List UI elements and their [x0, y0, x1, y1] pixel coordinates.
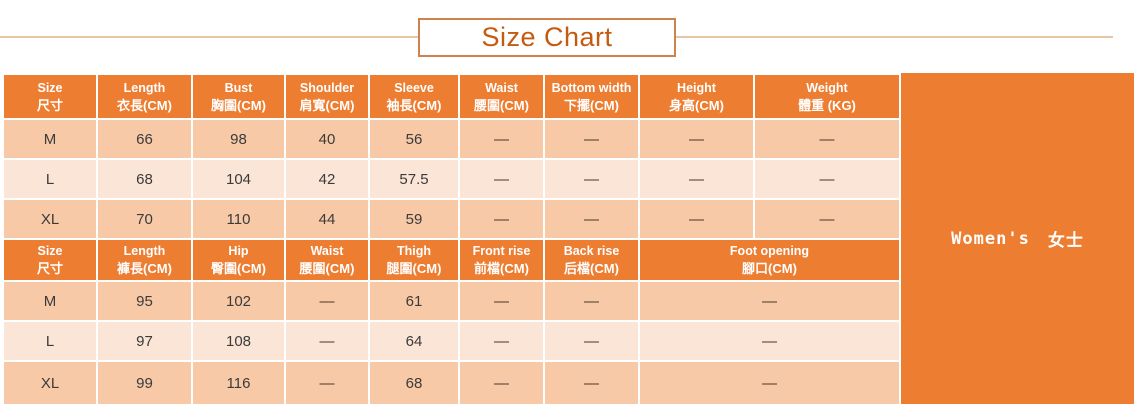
value-cell: — — [284, 280, 370, 322]
bottoms-header-row: Size 尺寸 Length 褲長(CM) Hip 臀圍(CM) Waist 腰圍(CM… — [2, 238, 901, 282]
value-cell: — — [543, 320, 640, 362]
value-cell: — — [638, 118, 755, 160]
bottoms-row-m: M 95 102 — 61 — — — — [2, 280, 901, 322]
bottoms-header-size: Size 尺寸 — [2, 238, 98, 282]
womens-label-en: Women's — [951, 228, 1030, 249]
value-cell: — — [638, 320, 901, 362]
value-cell: 68 — [368, 360, 460, 404]
value-cell: — — [458, 360, 545, 404]
value-cell: — — [284, 360, 370, 404]
value-cell: 56 — [368, 118, 460, 160]
womens-label-zh: 女士 — [1047, 231, 1084, 251]
value-cell: — — [753, 198, 901, 240]
value-cell: — — [543, 118, 640, 160]
bottoms-row-l: L 97 108 — 64 — — — — [2, 320, 901, 362]
value-cell: — — [543, 360, 640, 404]
tops-header-size: Size 尺寸 — [2, 73, 98, 120]
tops-header-shoulder: Shoulder 肩寬(CM) — [284, 73, 370, 120]
bottoms-header-thigh: Thigh 腿圍(CM) — [368, 238, 460, 282]
value-cell: 104 — [191, 158, 286, 200]
womens-label-block: Women's 女士 — [901, 73, 1134, 404]
bottoms-header-front-rise: Front rise 前檔(CM) — [458, 238, 545, 282]
tops-row-l: L 68 104 42 57.5 — — — — — [2, 158, 901, 200]
value-cell: 68 — [96, 158, 193, 200]
value-cell: 116 — [191, 360, 286, 404]
value-cell: — — [753, 158, 901, 200]
value-cell: 66 — [96, 118, 193, 160]
bottoms-header-hip: Hip 臀圍(CM) — [191, 238, 286, 282]
tops-row-m: M 66 98 40 56 — — — — — [2, 118, 901, 160]
value-cell: — — [543, 158, 640, 200]
value-cell: — — [753, 118, 901, 160]
value-cell: 44 — [284, 198, 370, 240]
value-cell: 108 — [191, 320, 286, 362]
value-cell: — — [638, 360, 901, 404]
value-cell: — — [638, 280, 901, 322]
value-cell: — — [284, 320, 370, 362]
value-cell: 61 — [368, 280, 460, 322]
value-cell: 97 — [96, 320, 193, 362]
tops-header-sleeve: Sleeve 袖長(CM) — [368, 73, 460, 120]
size-cell: M — [2, 280, 98, 322]
value-cell: — — [458, 280, 545, 322]
tops-row-xl: XL 70 110 44 59 — — — — — [2, 198, 901, 240]
value-cell: — — [458, 320, 545, 362]
value-cell: — — [458, 118, 545, 160]
size-cell: XL — [2, 360, 98, 404]
size-table: Size 尺寸 Length 衣長(CM) Bust 胸圍(CM) Shoulder 肩… — [2, 73, 901, 404]
bottoms-row-xl: XL 99 116 — 68 — — — — [2, 360, 901, 404]
tops-header-bust: Bust 胸圍(CM) — [191, 73, 286, 120]
tops-header-weight: Weight 體重 (KG) — [753, 73, 901, 120]
tops-header-height: Height 身高(CM) — [638, 73, 755, 120]
value-cell: 40 — [284, 118, 370, 160]
value-cell: — — [638, 198, 755, 240]
bottoms-header-back-rise: Back rise 后檔(CM) — [543, 238, 640, 282]
size-cell: L — [2, 320, 98, 362]
value-cell: 59 — [368, 198, 460, 240]
value-cell: 110 — [191, 198, 286, 240]
value-cell: — — [458, 198, 545, 240]
value-cell: 42 — [284, 158, 370, 200]
tops-header-bottom-width: Bottom width 下擺(CM) — [543, 73, 640, 120]
size-cell: XL — [2, 198, 98, 240]
value-cell: — — [638, 158, 755, 200]
chart-body: Size 尺寸 Length 衣長(CM) Bust 胸圍(CM) Shoulder 肩… — [2, 73, 1134, 404]
chart-title: Size Chart — [481, 22, 613, 52]
value-cell: 102 — [191, 280, 286, 322]
value-cell: — — [543, 280, 640, 322]
tops-header-length: Length 衣長(CM) — [96, 73, 193, 120]
bottoms-header-waist: Waist 腰圍(CM) — [284, 238, 370, 282]
bottoms-header-foot-opening: Foot opening 腳口(CM) — [638, 238, 901, 282]
value-cell: — — [458, 158, 545, 200]
value-cell: 64 — [368, 320, 460, 362]
value-cell: 98 — [191, 118, 286, 160]
tops-header-waist: Waist 腰圍(CM) — [458, 73, 545, 120]
bottoms-header-length: Length 褲長(CM) — [96, 238, 193, 282]
size-cell: L — [2, 158, 98, 200]
tops-header-row: Size 尺寸 Length 衣長(CM) Bust 胸圍(CM) Shoulder 肩… — [2, 73, 901, 120]
value-cell: 95 — [96, 280, 193, 322]
size-cell: M — [2, 118, 98, 160]
value-cell: — — [543, 198, 640, 240]
value-cell: 99 — [96, 360, 193, 404]
value-cell: 57.5 — [368, 158, 460, 200]
chart-title-box: Size Chart — [418, 18, 676, 57]
value-cell: 70 — [96, 198, 193, 240]
